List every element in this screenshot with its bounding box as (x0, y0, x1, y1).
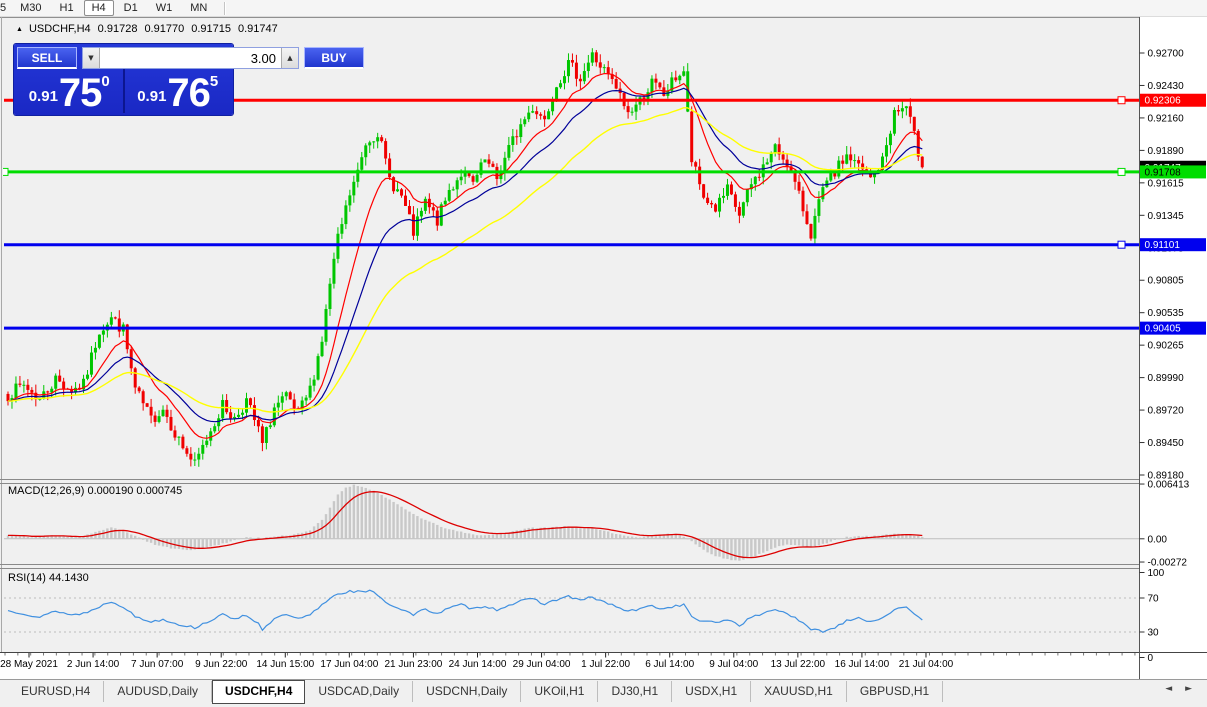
svg-text:1 Jul 22:00: 1 Jul 22:00 (581, 659, 630, 670)
symbol-tab-bar: EURUSD,H4 AUDUSD,Daily USDCHF,H4 USDCAD,Dai… (0, 679, 1207, 707)
svg-text:0.90805: 0.90805 (1148, 276, 1185, 287)
trade-panel: SELL ▼ ▲ BUY 0.91 75 0 0.91 76 5 (14, 44, 364, 115)
svg-text:21 Jun 23:00: 21 Jun 23:00 (385, 659, 443, 670)
tab-usdchf-h4[interactable]: USDCHF,H4 (212, 680, 306, 704)
svg-text:0.91615: 0.91615 (1148, 178, 1185, 189)
timeframe-button-m30[interactable]: M30 (12, 0, 49, 16)
timeframe-button-w1[interactable]: W1 (148, 0, 181, 16)
volume-increase-button[interactable]: ▲ (281, 48, 298, 68)
price-chart[interactable]: 0.927000.924300.921600.918900.916150.913… (0, 17, 1207, 679)
tab-eurusd-h4[interactable]: EURUSD,H4 (8, 681, 105, 702)
svg-text:13 Jul 22:00: 13 Jul 22:00 (771, 659, 826, 670)
volume-input[interactable] (100, 48, 281, 68)
svg-text:14 Jun 15:00: 14 Jun 15:00 (256, 659, 314, 670)
svg-text:0.91101: 0.91101 (1145, 240, 1181, 251)
buy-price-big: 76 (167, 71, 210, 116)
sell-price-big: 75 (58, 71, 102, 116)
svg-text:0.89450: 0.89450 (1148, 438, 1185, 449)
buy-price-small: 0.91 (137, 88, 167, 105)
svg-text:9 Jul 04:00: 9 Jul 04:00 (709, 659, 758, 670)
collapse-panel-icon[interactable]: ▲ (16, 25, 23, 33)
svg-text:2 Jun 14:00: 2 Jun 14:00 (67, 659, 120, 670)
tab-usdx-h1[interactable]: USDX,H1 (672, 681, 752, 702)
svg-text:0.91345: 0.91345 (1148, 211, 1185, 222)
sell-price-sup: 0 (101, 73, 110, 90)
buy-price-sup: 5 (209, 73, 219, 90)
price-divider (122, 69, 125, 113)
svg-text:0.91890: 0.91890 (1148, 146, 1185, 157)
svg-text:0.89990: 0.89990 (1148, 373, 1185, 384)
ohlc-low: 0.91715 (191, 23, 231, 35)
timeframe-button-5[interactable]: 5 (0, 0, 10, 16)
svg-text:100: 100 (1148, 568, 1165, 579)
svg-text:6 Jul 14:00: 6 Jul 14:00 (645, 659, 694, 670)
chart-title: ▲ USDCHF,H4 0.91728 0.91770 0.91715 0.91… (16, 23, 278, 35)
tab-xauusd-h1[interactable]: XAUUSD,H1 (751, 681, 847, 702)
svg-text:9 Jun 22:00: 9 Jun 22:00 (195, 659, 248, 670)
svg-text:28 May 2021: 28 May 2021 (0, 659, 58, 670)
ohlc-high: 0.91770 (144, 23, 185, 35)
timeframe-button-mn[interactable]: MN (182, 0, 215, 16)
svg-text:29 Jun 04:00: 29 Jun 04:00 (513, 659, 571, 670)
timeframe-button-h1[interactable]: H1 (52, 0, 82, 16)
svg-text:7 Jun 07:00: 7 Jun 07:00 (131, 659, 184, 670)
svg-text:0.92160: 0.92160 (1148, 113, 1185, 124)
sell-price-small: 0.91 (28, 88, 58, 105)
timeframe-button-h4[interactable]: H4 (83, 0, 114, 16)
timeframe-button-d1[interactable]: D1 (116, 0, 146, 16)
ohlc-open: 0.91728 (97, 23, 138, 35)
tab-dj30-h1[interactable]: DJ30,H1 (598, 681, 673, 702)
svg-text:0.91708: 0.91708 (1145, 167, 1182, 178)
buy-price[interactable]: 0.91 76 5 (126, 69, 231, 113)
svg-text:0.89720: 0.89720 (1148, 406, 1185, 417)
svg-text:0: 0 (1148, 653, 1154, 664)
tab-usdcnh-daily[interactable]: USDCNH,Daily (413, 681, 522, 702)
svg-text:0.92700: 0.92700 (1148, 49, 1185, 60)
macd-label: MACD(12,26,9) 0.000190 0.000745 (8, 485, 183, 497)
tab-usdcad-daily[interactable]: USDCAD,Daily (305, 681, 414, 702)
timeframe-toolbar: 5 M30 H1 H4 D1 W1 MN (0, 0, 1207, 17)
svg-text:0.90405: 0.90405 (1145, 324, 1182, 335)
svg-text:0.92430: 0.92430 (1148, 81, 1185, 92)
volume-spinner: ▼ ▲ (82, 47, 299, 69)
sell-button[interactable]: SELL (17, 47, 77, 69)
tab-ukoil-h1[interactable]: UKOil,H1 (521, 681, 599, 702)
svg-text:30: 30 (1148, 628, 1160, 639)
svg-text:0.92306: 0.92306 (1145, 96, 1182, 107)
ohlc-close: 0.91747 (237, 23, 278, 35)
svg-text:0.006413: 0.006413 (1148, 480, 1190, 491)
rsi-label: RSI(14) 44.1430 (8, 572, 89, 584)
svg-text:17 Jun 04:00: 17 Jun 04:00 (320, 659, 378, 670)
svg-text:70: 70 (1148, 594, 1160, 605)
sell-price[interactable]: 0.91 75 0 (17, 69, 122, 113)
svg-text:0.00: 0.00 (1148, 534, 1168, 545)
svg-text:0.90265: 0.90265 (1148, 341, 1185, 352)
rsi-pane (4, 589, 1140, 633)
chart-symbol: USDCHF,H4 (28, 23, 91, 35)
macd-pane (4, 484, 1140, 561)
svg-text:-0.00272: -0.00272 (1148, 558, 1188, 569)
toolbar-separator (224, 1, 226, 15)
buy-button[interactable]: BUY (304, 47, 364, 69)
svg-text:16 Jul 14:00: 16 Jul 14:00 (835, 659, 890, 670)
svg-text:0.89180: 0.89180 (1148, 471, 1185, 482)
volume-decrease-button[interactable]: ▼ (83, 48, 100, 68)
tab-audusd-daily[interactable]: AUDUSD,Daily (104, 681, 213, 702)
svg-text:24 Jun 14:00: 24 Jun 14:00 (449, 659, 507, 670)
tab-scroll-arrows[interactable]: ◄ ► (1165, 684, 1197, 694)
tab-gbpusd-h1[interactable]: GBPUSD,H1 (847, 681, 944, 702)
svg-text:0.90535: 0.90535 (1148, 308, 1185, 319)
svg-text:21 Jul 04:00: 21 Jul 04:00 (899, 659, 954, 670)
